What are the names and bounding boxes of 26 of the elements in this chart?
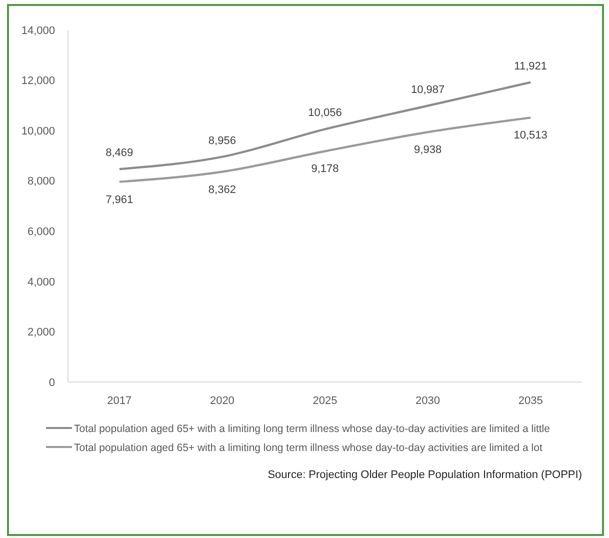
y-tick-label: 14,000 [21,24,55,37]
data-label: 9,938 [414,144,442,156]
data-label: 8,956 [208,134,236,147]
x-tick-label: 2030 [416,395,440,407]
source-note: Source: Projecting Older People Population Information (POPPI) [268,469,582,481]
data-label: 10,056 [308,107,342,120]
data-label: 10,513 [514,130,548,142]
data-label: 8,362 [208,184,236,196]
data-label: 10,987 [410,84,445,96]
data-label: 7,961 [106,194,134,206]
y-tick-label: 4,000 [27,276,55,288]
y-tick-label: 2,000 [27,326,55,339]
data-label: 11,921 [514,60,548,72]
y-tick-label: 0 [48,376,55,389]
x-tick-label: 2017 [107,395,132,407]
y-tick-label: 12,000 [21,75,55,88]
data-label: 9,178 [311,163,339,176]
x-tick-label: 2020 [210,395,234,407]
legend-label: Total population aged 65+ with a limiting long term illness whose day-to-day activities are limited a little [74,423,550,435]
x-tick-label: 2035 [518,395,543,407]
legend-label: Total population aged 65+ with a limiting long term illness whose day-to-day activities are limited a lot [74,442,542,454]
y-tick-label: 6,000 [27,226,55,238]
data-label: 8,469 [106,147,134,160]
y-tick-label: 8,000 [27,176,55,188]
y-tick-label: 10,000 [21,125,55,138]
x-tick-label: 2025 [312,395,338,407]
